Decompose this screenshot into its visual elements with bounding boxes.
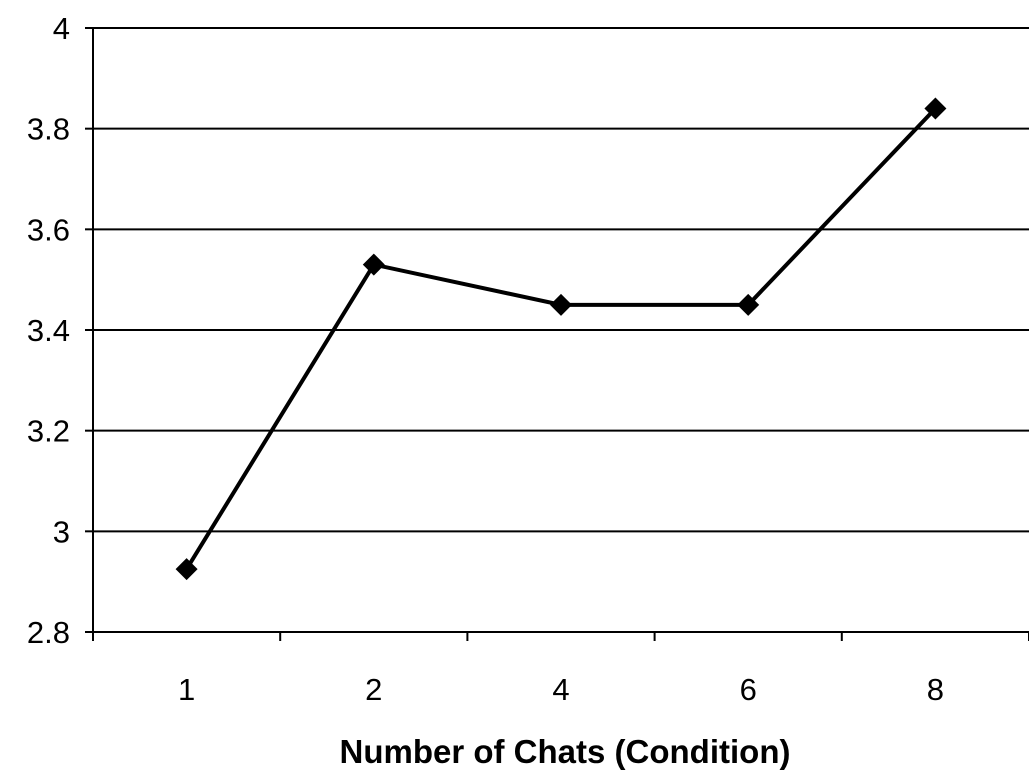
x-tick-label: 4: [552, 672, 569, 707]
x-tick-label: 2: [365, 672, 382, 707]
x-tick-label: 6: [740, 672, 757, 707]
data-point-marker: [924, 97, 947, 120]
x-tick-label: 1: [178, 672, 195, 707]
gridlines: [93, 27, 1029, 533]
y-tick-label: 3: [53, 514, 70, 549]
y-tick-label: 3.2: [27, 414, 70, 449]
y-axis-ticks: 2.8 3 3.2 3.4 3.6 3.8 4: [27, 11, 93, 650]
y-tick-label: 2.8: [27, 615, 70, 650]
series-line: [184, 107, 937, 571]
y-tick-label: 3.8: [27, 112, 70, 147]
y-tick-label: 3.4: [27, 313, 70, 348]
x-axis-ticks: 1 2 4 6 8: [92, 632, 1029, 707]
x-axis-title: Number of Chats (Condition): [340, 733, 791, 770]
y-tick-label: 3.6: [27, 212, 70, 247]
data-point-marker: [737, 293, 760, 316]
x-tick-label: 8: [927, 672, 944, 707]
data-series: [175, 97, 947, 581]
data-point-marker: [550, 293, 572, 316]
data-point-marker: [362, 253, 385, 276]
data-point-marker: [175, 558, 198, 581]
y-tick-label: 4: [53, 11, 70, 46]
